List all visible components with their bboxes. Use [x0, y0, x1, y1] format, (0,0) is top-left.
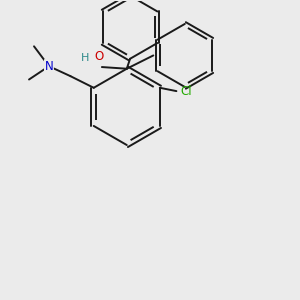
Text: O: O — [94, 50, 104, 63]
Text: N: N — [45, 60, 53, 73]
Text: H: H — [81, 53, 90, 63]
Text: Cl: Cl — [180, 85, 192, 98]
